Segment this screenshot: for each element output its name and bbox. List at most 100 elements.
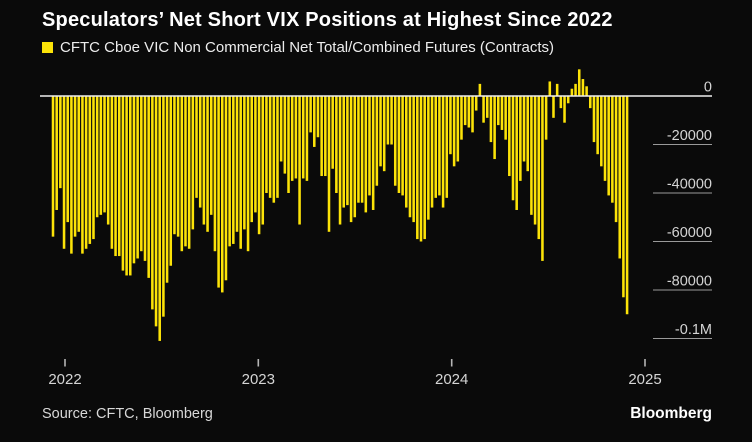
bar bbox=[548, 81, 552, 96]
bar bbox=[474, 96, 478, 111]
bar bbox=[600, 96, 603, 167]
bar bbox=[555, 83, 559, 97]
bar bbox=[353, 96, 357, 218]
y-tick-label: -60000 bbox=[667, 225, 712, 241]
bar bbox=[522, 96, 526, 162]
bar bbox=[603, 96, 607, 181]
bar bbox=[416, 96, 419, 240]
bar bbox=[511, 96, 515, 201]
bar bbox=[485, 96, 489, 118]
bar bbox=[327, 96, 331, 232]
bar bbox=[187, 96, 191, 249]
bar bbox=[92, 96, 95, 240]
bar bbox=[441, 96, 445, 208]
bar bbox=[427, 96, 430, 220]
bar bbox=[533, 96, 537, 225]
bar bbox=[176, 96, 180, 237]
bar bbox=[530, 96, 533, 215]
bar bbox=[386, 96, 390, 145]
bar bbox=[202, 96, 206, 225]
bar bbox=[114, 96, 117, 257]
bloomberg-logo: Bloomberg bbox=[630, 405, 712, 422]
bar bbox=[298, 96, 301, 225]
bar bbox=[338, 96, 342, 225]
bar bbox=[265, 96, 268, 193]
y-tick-label: -40000 bbox=[667, 177, 712, 193]
bar bbox=[515, 96, 518, 210]
bar bbox=[497, 96, 500, 126]
bar bbox=[375, 96, 379, 186]
bar bbox=[368, 96, 371, 196]
bar bbox=[158, 96, 161, 341]
bar bbox=[254, 96, 257, 213]
bar bbox=[117, 96, 121, 257]
bar bbox=[103, 96, 106, 213]
bar bbox=[316, 96, 320, 138]
bar bbox=[357, 96, 360, 203]
bar bbox=[99, 96, 103, 215]
bar bbox=[305, 96, 309, 181]
bar bbox=[541, 96, 544, 261]
bar bbox=[412, 96, 415, 223]
bar bbox=[59, 96, 62, 189]
y-tick-label: -80000 bbox=[667, 274, 712, 290]
bar bbox=[405, 96, 408, 208]
bar bbox=[552, 96, 555, 118]
bar bbox=[151, 96, 154, 310]
bar bbox=[504, 96, 507, 140]
bar bbox=[198, 96, 202, 208]
bar bbox=[66, 96, 69, 223]
bar bbox=[537, 96, 541, 240]
bar bbox=[419, 96, 423, 242]
bar bbox=[121, 96, 125, 271]
bar bbox=[379, 96, 382, 167]
bar bbox=[342, 96, 345, 208]
bar bbox=[132, 96, 136, 264]
bar bbox=[526, 96, 529, 172]
bar bbox=[243, 96, 246, 230]
bar bbox=[577, 69, 581, 97]
bar bbox=[73, 96, 77, 237]
bar bbox=[371, 96, 375, 210]
bar bbox=[250, 96, 253, 223]
bar bbox=[77, 96, 81, 232]
bar bbox=[239, 96, 242, 249]
bar bbox=[184, 96, 187, 247]
bar bbox=[460, 96, 463, 140]
bar bbox=[349, 96, 353, 223]
bar bbox=[589, 96, 592, 109]
bar bbox=[294, 96, 298, 179]
y-tick-label: -20000 bbox=[667, 128, 712, 144]
bar bbox=[313, 96, 316, 147]
bar bbox=[478, 83, 482, 97]
bar bbox=[88, 96, 92, 244]
bar bbox=[482, 96, 485, 123]
bar bbox=[165, 96, 169, 283]
source-note: Source: CFTC, Bloomberg bbox=[42, 406, 213, 422]
y-tick-label: -0.1M bbox=[675, 322, 712, 338]
bar bbox=[467, 96, 471, 128]
bar bbox=[283, 96, 287, 174]
bar bbox=[213, 96, 217, 252]
bar bbox=[500, 96, 504, 130]
bar bbox=[209, 96, 213, 215]
bar bbox=[596, 96, 599, 155]
bar bbox=[408, 96, 412, 218]
bar bbox=[84, 96, 88, 249]
bar bbox=[301, 96, 305, 179]
bar bbox=[574, 83, 577, 97]
bar bbox=[401, 96, 404, 196]
bar bbox=[625, 96, 629, 315]
bar bbox=[221, 96, 224, 293]
bar bbox=[272, 96, 276, 203]
bar bbox=[206, 96, 209, 232]
bar bbox=[449, 96, 452, 155]
bar bbox=[456, 96, 460, 162]
legend-swatch-icon bbox=[42, 42, 53, 53]
bar bbox=[106, 96, 110, 225]
bar bbox=[331, 96, 334, 169]
bar bbox=[592, 96, 596, 143]
bar bbox=[173, 96, 176, 235]
bar bbox=[140, 96, 143, 252]
